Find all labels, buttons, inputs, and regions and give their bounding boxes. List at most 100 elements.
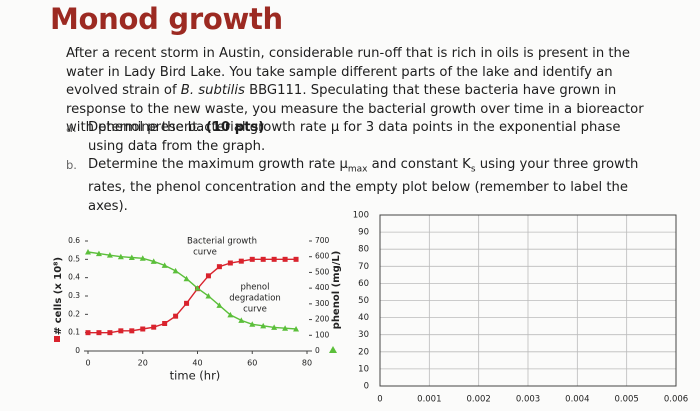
- subscript: max: [347, 164, 368, 175]
- y2-axis-label: phenol (mg/L): [331, 251, 342, 330]
- data-point: [205, 273, 211, 279]
- data-point: [184, 300, 190, 306]
- title: Monod growth: [50, 2, 283, 36]
- data-point: [227, 311, 234, 318]
- y2-tick-label: 400: [315, 283, 330, 292]
- y2-tick-label: 100: [315, 330, 330, 339]
- y-tick-label: 0.3: [68, 291, 80, 300]
- data-point: [271, 256, 277, 262]
- data-point: [238, 317, 245, 323]
- data-point: [260, 256, 266, 262]
- text: Determine the bacterial growth rate μ fo…: [88, 120, 621, 154]
- annotation: phenol: [241, 283, 270, 293]
- intro: After a recent storm in Austin, consider…: [66, 45, 656, 138]
- x-tick-label: 20: [138, 359, 148, 368]
- x-tick-label: 0.003: [516, 395, 540, 405]
- y2-tick-label: 0: [315, 346, 320, 355]
- y-tick-label: 70: [358, 262, 369, 272]
- data-point: [293, 256, 299, 262]
- y-tick-label: 0: [364, 382, 369, 392]
- text: Determine the maximum growth rate μ: [88, 157, 348, 172]
- y-tick-label: 0.4: [68, 273, 80, 282]
- y-tick-label: 20: [358, 347, 369, 357]
- data-point: [249, 256, 255, 262]
- data-point: [161, 262, 168, 268]
- x-tick-label: 0: [377, 395, 382, 405]
- data-point: [238, 258, 244, 264]
- annotation: curve: [193, 248, 217, 258]
- y-tick-label: 80: [358, 245, 369, 255]
- data-point: [260, 322, 267, 329]
- y2-tick-label: 200: [315, 315, 330, 324]
- x-tick-label: 80: [302, 359, 312, 368]
- x-axis-label: time (hr): [170, 369, 221, 383]
- data-point: [107, 330, 113, 336]
- data-point: [85, 249, 91, 255]
- y-tick-label: 50: [358, 296, 369, 306]
- plot-frame: [379, 214, 677, 387]
- text: After a recent storm in Austin, consider…: [66, 46, 631, 98]
- data-point: [194, 285, 201, 291]
- text: BBG111. Speculating that these bacteria …: [66, 83, 644, 135]
- annotation: degradation: [229, 294, 281, 304]
- y-tick-label: 40: [358, 313, 369, 323]
- species: B. subtilis: [180, 83, 245, 98]
- data-point: [140, 326, 146, 332]
- data-point: [162, 321, 168, 326]
- data-point: [118, 328, 124, 334]
- text: using your three growth rates, the pheno…: [88, 157, 639, 214]
- y-tick-label: 60: [358, 279, 369, 289]
- data-point: [227, 260, 233, 266]
- data-point: [183, 275, 190, 282]
- data-point: [216, 264, 222, 270]
- data-point: [249, 321, 256, 327]
- y-tick-label: 0: [75, 346, 80, 355]
- x-tick-label: 0.001: [417, 395, 441, 405]
- points: (10 pts): [205, 120, 265, 135]
- x-tick-label: 0.002: [466, 395, 490, 405]
- x-tick-label: 40: [192, 359, 202, 368]
- data-point: [173, 313, 179, 319]
- question: a. Determine the bacterial growth rate μ …: [66, 119, 656, 156]
- data-point: [129, 328, 135, 334]
- data-point: [271, 324, 278, 330]
- marker: b.: [66, 158, 77, 172]
- x-tick-label: 0.004: [565, 395, 589, 405]
- annotation: Bacterial growth: [187, 237, 257, 247]
- text: and constant K: [367, 157, 471, 172]
- x-tick-label: 0: [85, 359, 90, 368]
- x-tick-label: 60: [247, 359, 257, 368]
- y-tick-label: 0.6: [68, 236, 80, 245]
- y-tick-label: 10: [358, 364, 369, 374]
- data-point: [128, 254, 135, 260]
- y2-tick-label: 700: [315, 236, 330, 245]
- data-point: [106, 252, 113, 258]
- y2-tick-label: 500: [315, 267, 330, 276]
- y-tick-label: 0.2: [68, 309, 80, 318]
- data-point: [172, 267, 179, 274]
- data-point: [205, 293, 212, 299]
- x-tick-label: 0.006: [664, 395, 688, 405]
- data-point: [282, 256, 288, 262]
- y-tick-label: 0.5: [68, 254, 80, 263]
- data-point: [85, 330, 91, 336]
- data-point: [150, 258, 157, 264]
- data-point: [151, 324, 157, 330]
- y-tick-label: 0.1: [68, 328, 80, 337]
- marker: a.: [66, 121, 77, 135]
- data-point: [96, 330, 102, 336]
- y2-tick-label: 600: [315, 252, 330, 261]
- y-axis-label: # cells (x 10⁸): [53, 257, 64, 335]
- data-point: [293, 326, 300, 332]
- subscript: s: [470, 164, 476, 175]
- y2-tick-label: 300: [315, 299, 330, 308]
- y-tick-label: 90: [358, 228, 369, 238]
- y-tick-label: 30: [358, 330, 369, 340]
- question-list: a. Determine the bacterial growth rate μ …: [66, 119, 656, 216]
- legend-marker: [329, 346, 337, 353]
- data-point: [95, 250, 102, 257]
- data-point: [282, 325, 289, 331]
- data-point: [139, 255, 146, 261]
